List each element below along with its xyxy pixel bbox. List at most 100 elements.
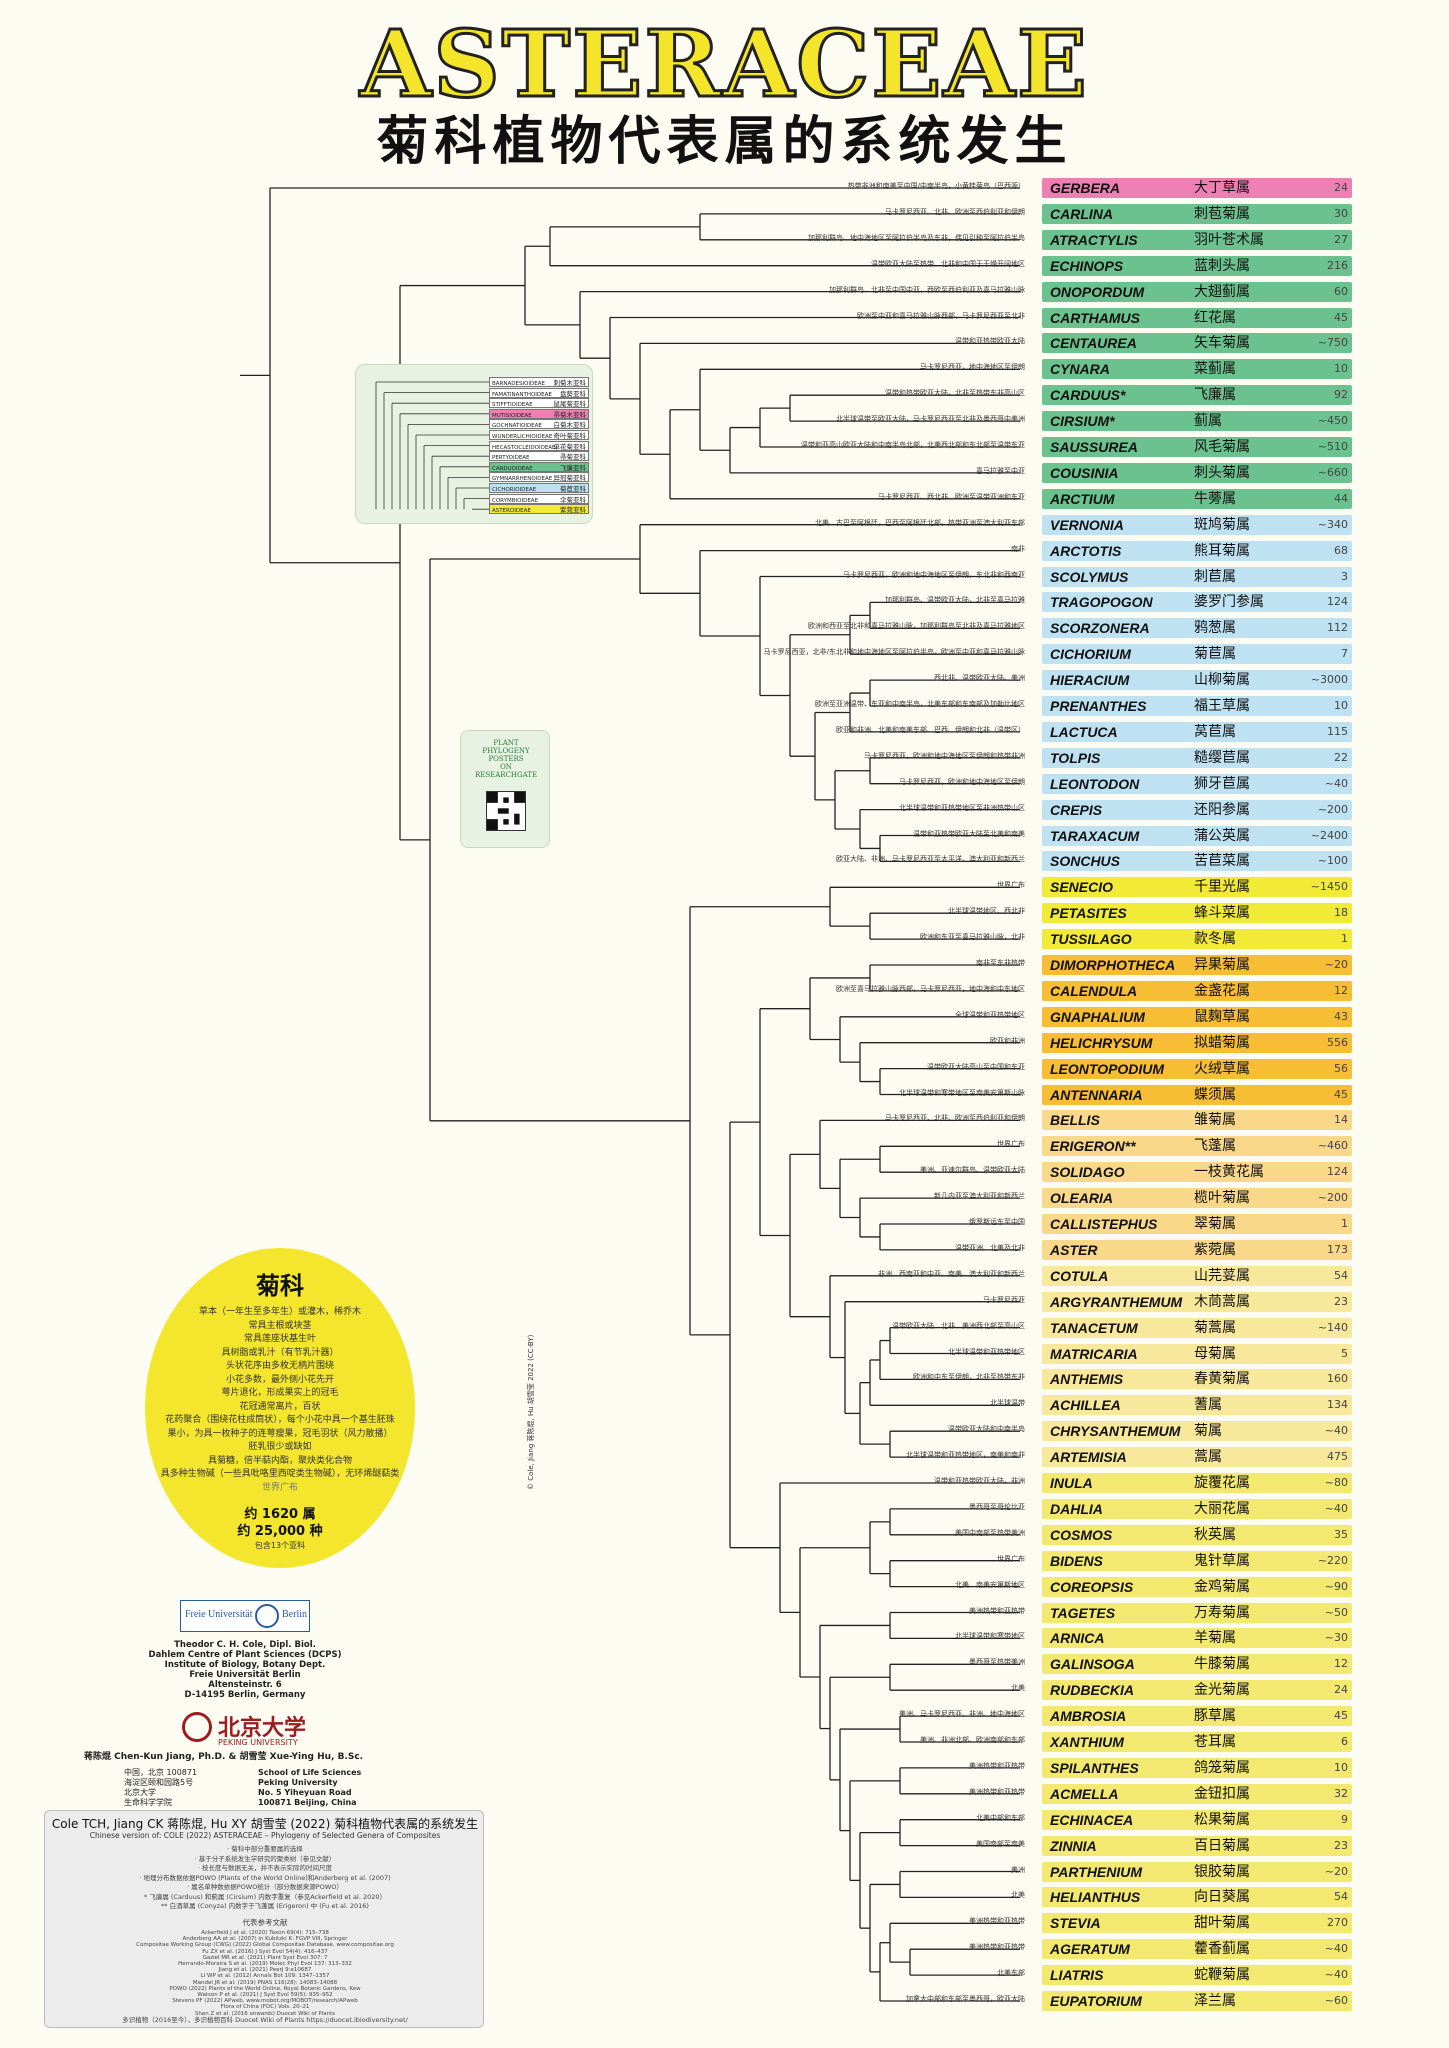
distribution-note: 北半球温带 (990, 1399, 1025, 1408)
genus-chinese-name: 蒿属 (1194, 1449, 1222, 1466)
species-count: ~20 (1324, 1864, 1348, 1878)
genus-chinese-name: 紫菀属 (1194, 1241, 1236, 1258)
genus-row: LEONTODON 狮牙苣属 ~40 (1042, 773, 1352, 794)
species-count: 9 (1341, 1812, 1348, 1826)
genus-row: COTULA 山芫荽属 54 (1042, 1265, 1352, 1286)
distribution-note: 温带和亚热带欧亚大陆，非洲 (934, 1477, 1025, 1485)
genus-row: CREPIS 还阳参属 ~200 (1042, 799, 1352, 820)
genus-row: CYNARA 菜蓟属 10 (1042, 359, 1352, 380)
distribution-note: 温带和亚热带欧亚大陆 (955, 337, 1025, 346)
genus-row: DIMORPHOTHECA 异果菊属 ~20 (1042, 955, 1352, 975)
reference: Fu ZX et al. (2016) J Syst Evol 54(4): 4… (202, 1948, 328, 1955)
inset-subfamily-zh: 菊苣亚科 (560, 485, 586, 493)
genus-latin-name: SOLIDAGO (1050, 1164, 1125, 1181)
species-count: ~40 (1324, 776, 1348, 790)
genus-latin-name: DAHLIA (1050, 1500, 1103, 1517)
inset-subfamily-label: ASTEROIDEAE 紫菀亚科 (489, 504, 589, 515)
genus-chinese-name: 千里光属 (1194, 879, 1250, 896)
species-count: 10 (1334, 1760, 1348, 1774)
genus-latin-name: LACTUCA (1050, 723, 1118, 740)
family-trait: 世界广布 (261, 1482, 298, 1493)
address-line: Peking University (258, 1778, 338, 1787)
inset-subfamily-latin: HECASTOCLEIDOIDEAE (492, 444, 556, 451)
genus-row: AGERATUM 藿香蓟属 ~40 (1042, 1939, 1352, 1960)
address-line: No. 5 Yiheyuan Road (258, 1788, 352, 1797)
distribution-note: 美洲 (1011, 1865, 1025, 1874)
genus-row: CENTAUREA 矢车菊属 ~750 (1042, 333, 1352, 354)
address-line: Institute of Biology, Botany Dept. (164, 1660, 326, 1670)
inset-subfamily-latin: PERTYOIDEAE (492, 455, 530, 462)
qr-code[interactable] (486, 791, 526, 831)
genus-chinese-name: 拟蜡菊属 (1194, 1034, 1250, 1051)
pku-name-zh: 北京大学 (218, 1715, 307, 1741)
distribution-note: 温带欧亚大陆、北非、美洲西北部至高山区 (892, 1321, 1025, 1330)
species-count: ~20 (1324, 958, 1348, 971)
species-count: 18 (1334, 906, 1348, 920)
genus-chinese-name: 鼠麹草属 (1194, 1008, 1250, 1025)
species-count: 56 (1334, 1061, 1348, 1075)
genus-chinese-name: 莴苣属 (1194, 723, 1236, 740)
genus-row: PRENANTHES 福王草属 10 (1042, 696, 1352, 716)
genus-chinese-name: 矢车菊属 (1194, 335, 1250, 352)
poster-title: ASTERACEAE (358, 10, 1090, 118)
species-count: ~50 (1324, 1605, 1348, 1619)
distribution-note: 马卡罗尼西亚 (983, 1295, 1025, 1304)
genus-latin-name: CICHORIUM (1050, 646, 1131, 663)
genus-chinese-name: 甜叶菊属 (1194, 1915, 1250, 1932)
family-trait: 花药聚合（围绕花柱成筒状），每个小花中具一个基生胚珠 (165, 1415, 395, 1425)
species-count: 10 (1334, 362, 1348, 376)
genus-chinese-name: 藿香蓟属 (1194, 1941, 1250, 1958)
reference: Flora of China (FOC) Vols. 20–21 (220, 2004, 310, 2011)
citation-note: * 飞廉属 (Carduus) 和蓟属 (Cirsium) 内数字重复（参见Ac… (144, 1892, 386, 1901)
inset-subfamily-latin: CORYMBIOIDEAE (492, 497, 539, 504)
genus-latin-name: TUSSILAGO (1050, 931, 1132, 948)
inset-subfamily-zh: 刺菊木亚科 (553, 379, 587, 387)
species-count: ~90 (1324, 1579, 1348, 1593)
genus-latin-name: XANTHIUM (1050, 1734, 1124, 1750)
genus-row: BIDENS 鬼针草属 ~220 (1042, 1550, 1352, 1571)
distribution-note: 北半球温带和亚热带地区，南美和南非 (906, 1451, 1025, 1460)
inset-subfamily-latin: CICHORIOIDEAE (492, 487, 537, 493)
species-count: 60 (1334, 284, 1348, 298)
inset-subfamily-zh: 白菊木亚科 (553, 421, 587, 430)
genus-chinese-name: 母菊属 (1194, 1345, 1236, 1362)
genus-latin-name: ANTENNARIA (1050, 1086, 1143, 1103)
genus-chinese-name: 蒲公英属 (1194, 827, 1250, 844)
qr-panel[interactable]: PLANT PHYLOGENY POSTERS ON RESEARCHGATE (460, 730, 550, 848)
genus-latin-name: SENECIO (1050, 879, 1114, 896)
species-count: ~60 (1324, 1994, 1348, 2007)
genus-row: SENECIO 千里光属 ~1450 (1042, 877, 1352, 898)
citation-box: Cole TCH, Jiang CK 蒋陈焜, Hu XY 胡雪莹 (2022)… (44, 1810, 484, 2028)
genus-chinese-name: 还阳参属 (1194, 801, 1250, 818)
distribution-note: 马卡罗尼西亚，北非/东北非和地中海地区至阿拉伯半岛，欧洲至中亚和喜马拉雅山脉 (763, 648, 1025, 657)
species-count: 6 (1341, 1735, 1348, 1748)
address-line: 北京大学 (124, 1788, 156, 1797)
genus-latin-name: HELICHRYSUM (1050, 1034, 1153, 1051)
distribution-note: 加拿大中部和东部至墨西哥，欧亚大陆 (906, 1995, 1025, 2003)
distribution-note: 温带欧亚大陆和中南半岛 (948, 1425, 1025, 1434)
genus-latin-name: CARDUUS* (1050, 387, 1126, 404)
genera-count: 约 1620 属 (244, 1507, 316, 1522)
reference: Ackerfield J et al. (2020) Taxon 69(4): … (201, 1930, 329, 1936)
genus-chinese-name: 红花属 (1194, 309, 1236, 326)
genus-row: SONCHUS 苦苣菜属 ~100 (1042, 851, 1352, 872)
genus-row: TANACETUM 菊蒿属 ~140 (1042, 1317, 1352, 1338)
inset-subfamily-label: PERTYOIDEAE 帚菊亚科 (489, 451, 589, 462)
genus-row: TAGETES 万寿菊属 ~50 (1042, 1602, 1352, 1623)
species-count: ~40 (1324, 1501, 1348, 1515)
species-count: ~3000 (1310, 673, 1348, 687)
family-trait: 胚乳很少或缺如 (248, 1442, 312, 1452)
genus-latin-name: ARCTOTIS (1050, 542, 1122, 559)
genus-chinese-name: 糙缨苣属 (1194, 749, 1250, 766)
species-count: 92 (1334, 388, 1348, 402)
species-count: 216 (1327, 258, 1348, 272)
citation-note: · 枝长度与数据无关，并不表示实际的时间尺度 (197, 1864, 333, 1872)
genus-chinese-name: 异果菊属 (1194, 957, 1250, 973)
inset-cladogram (375, 381, 489, 510)
distribution-note: 西北非、温带欧亚大陆、美洲 (934, 674, 1025, 683)
species-count: 14 (1334, 1113, 1348, 1127)
genus-latin-name: AMBROSIA (1050, 1708, 1127, 1725)
genus-row: AMBROSIA 豚草属 45 (1042, 1706, 1352, 1727)
distribution-note: 南非至东非热带 (976, 959, 1025, 967)
genus-latin-name: SAUSSUREA (1050, 439, 1138, 455)
